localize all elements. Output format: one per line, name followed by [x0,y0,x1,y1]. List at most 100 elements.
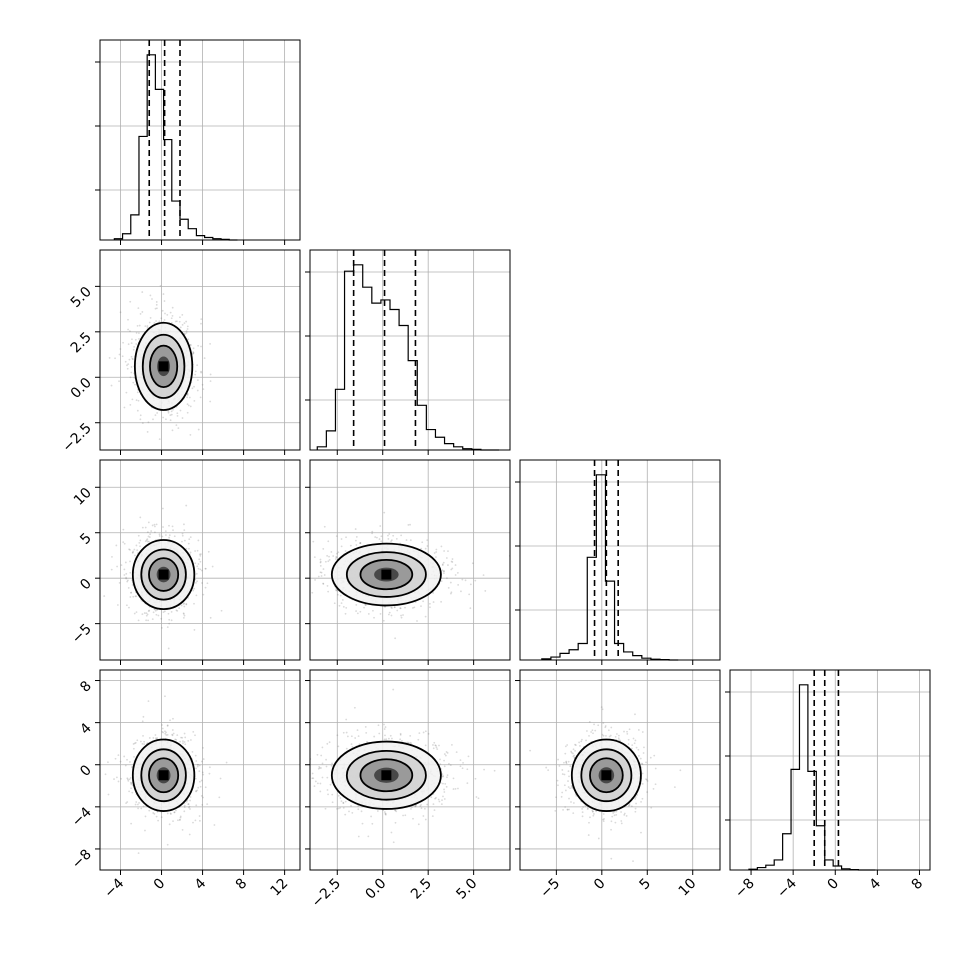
sample-point [169,719,171,722]
sample-point [130,342,133,345]
sample-point [127,778,129,781]
sample-point [165,734,168,736]
sample-point [128,790,131,793]
sample-point [170,410,173,413]
sample-point [148,540,150,543]
sample-point [170,610,173,613]
sample-point [135,399,138,402]
grid-lines [100,460,300,660]
sample-point [147,521,150,524]
histogram-step [748,684,876,871]
sample-point [373,616,375,619]
sample-point [320,575,323,577]
sample-point [197,786,200,789]
sample-point [149,294,152,297]
sample-point [384,813,387,816]
density-layer [297,511,510,640]
sample-point [439,758,441,761]
sample-point [141,613,144,616]
sample-point [133,755,135,758]
scatter-panel-1-3: −2.5 0.0 2.5 5.0 [305,669,511,911]
sample-point [200,553,202,555]
sample-point [474,579,477,582]
sample-point [424,807,426,810]
sample-point [376,536,378,539]
sample-point [206,803,209,806]
sample-point [117,780,120,783]
sample-point [379,612,382,615]
sample-point [153,608,156,611]
sample-point [134,741,137,744]
sample-point [141,720,144,723]
sample-point [198,553,201,556]
sample-point [371,532,374,535]
sample-point [220,609,223,612]
sample-point [193,629,196,631]
sample-point [195,572,198,575]
sample-point [110,568,113,571]
sample-point [428,602,431,605]
sample-point [148,536,151,539]
sample-point [166,843,169,846]
sample-point [123,542,126,545]
sample-point [319,558,322,561]
sample-point [154,414,157,417]
sample-point [395,810,398,813]
sample-point [158,533,161,536]
sample-point [134,383,136,386]
sample-point [177,819,179,822]
sample-point [158,535,161,537]
sample-point [153,523,156,526]
sample-point [187,542,190,545]
axes-frame [309,459,511,661]
sample-point [211,565,214,568]
sample-point [457,584,460,586]
sample-point [441,563,444,566]
sample-point [169,812,172,815]
sample-point [189,796,192,798]
sample-point [183,804,186,807]
sample-point [152,418,154,421]
sample-point [125,604,128,607]
grid-lines [310,250,510,450]
sample-point [326,585,329,587]
sample-point [145,539,148,542]
y-tick-label: 0 [77,762,95,780]
x-tick-label: 0 [824,876,842,894]
sample-point [209,616,212,619]
sample-point [170,619,173,622]
sample-point [129,330,131,333]
sample-point [136,409,139,412]
sample-point [181,323,184,326]
sample-point [311,591,314,594]
sample-point [200,345,202,348]
sample-point [192,589,195,592]
sample-point [130,371,133,374]
sample-point [107,793,110,796]
sample-point [171,729,174,731]
density-peak [158,770,169,781]
sample-point [447,586,450,589]
sample-point [183,523,185,526]
sample-point [200,760,203,763]
sample-point [319,564,322,567]
sample-point [204,786,207,789]
sample-point [181,532,184,535]
sample-point [364,603,367,606]
sample-point [390,614,393,617]
y-tick-label: 0 [77,576,95,594]
sample-point [132,595,135,598]
x-tick-label: 4 [192,875,210,893]
sample-point [434,744,437,747]
sample-point [139,740,142,743]
sample-point [297,579,299,581]
sample-point [196,765,199,768]
sample-point [354,539,357,542]
sample-point [447,564,449,566]
sample-point [195,790,198,792]
sample-point [359,610,362,613]
sample-point [340,538,343,540]
axes-frame [99,459,301,661]
sample-point [192,821,194,824]
sample-point [335,589,338,592]
